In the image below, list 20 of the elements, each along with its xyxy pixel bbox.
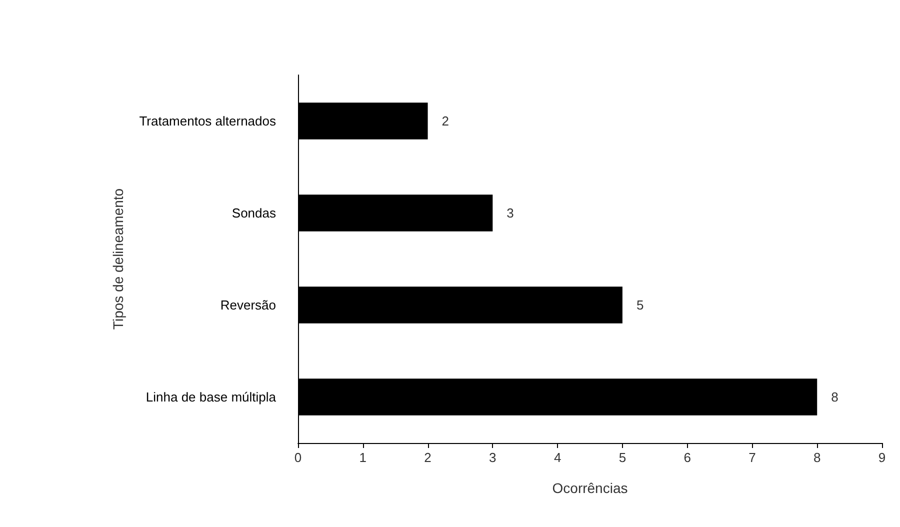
y-tick-label: Linha de base múltipla [146, 390, 277, 404]
x-tick-label: 5 [618, 450, 626, 465]
x-tick-label: 8 [813, 450, 821, 465]
x-axis-title: Ocorrências [552, 480, 628, 496]
x-tick-label: 7 [748, 450, 756, 465]
x-tick-label: 3 [489, 450, 496, 465]
data-label: 2 [442, 114, 450, 128]
x-tick-label: 2 [424, 450, 432, 465]
x-tick-label: 0 [294, 450, 302, 465]
y-tick-label: Sondas [232, 206, 276, 220]
x-tick-label: 1 [359, 450, 367, 465]
data-label: 3 [506, 206, 514, 220]
x-tick-label: 4 [554, 450, 562, 465]
x-tick-label: 6 [684, 450, 691, 465]
y-axis-title: Tipos de delineamento [110, 188, 126, 330]
y-tick-label: Tratamentos alternados [139, 114, 276, 128]
x-tick-label: 9 [878, 450, 886, 465]
data-label: 5 [636, 298, 644, 312]
data-label: 8 [831, 390, 838, 404]
y-tick-label: Reversão [220, 298, 276, 312]
